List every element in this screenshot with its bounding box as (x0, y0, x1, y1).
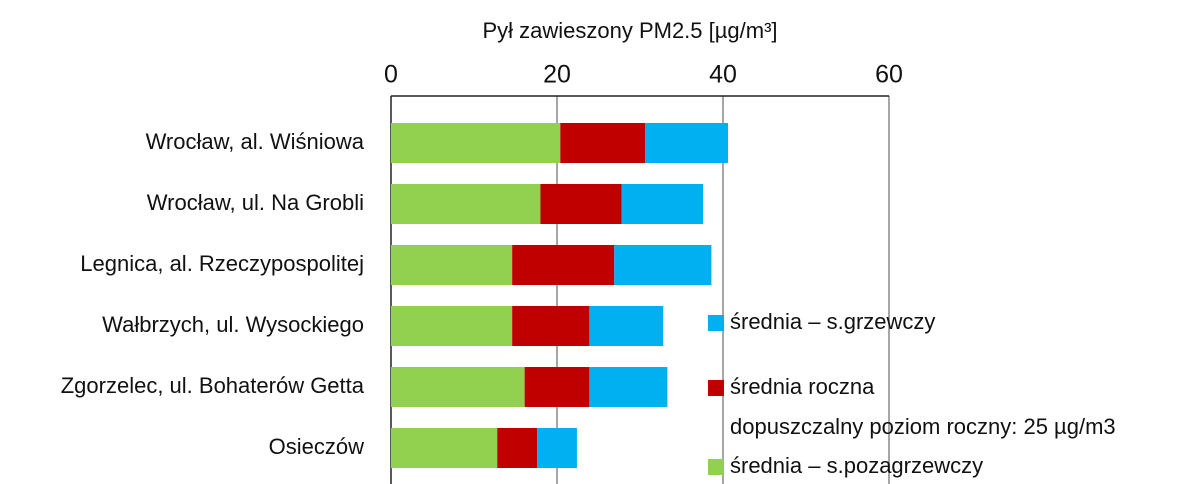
y-tick-label: Zgorzelec, ul. Bohaterów Getta (61, 373, 365, 398)
bar-segment (644, 123, 728, 163)
bar-segment (540, 184, 622, 224)
bar-segment (391, 306, 513, 346)
bar-segment (589, 367, 668, 407)
bar-segment (614, 245, 712, 285)
bar-segment (621, 184, 704, 224)
x-tick-label: 20 (543, 61, 571, 89)
legend-label: średnia roczna (730, 374, 875, 399)
y-tick-label: Legnica, al. Rzeczypospolitej (80, 251, 364, 276)
x-tick-label: 0 (384, 61, 398, 89)
bar-segment (512, 245, 615, 285)
x-tick-label: 60 (875, 61, 903, 89)
legend-label: średnia – s.pozagrzewczy (730, 453, 983, 478)
bar-segment (537, 428, 577, 468)
legend-label: średnia – s.grzewczy (730, 309, 935, 334)
bar-segment (391, 123, 561, 163)
bar-segment (391, 245, 513, 285)
bar-segment (391, 184, 541, 224)
bar-segment (497, 428, 538, 468)
chart-title: Pył zawieszony PM2.5 [µg/m³] (482, 18, 777, 43)
legend-swatch (708, 380, 724, 396)
y-tick-label: Osieczów (269, 434, 364, 459)
bar-segment (524, 367, 590, 407)
annotation: dopuszczalny poziom roczny: 25 µg/m3 (730, 414, 1116, 439)
bar-segment (589, 306, 664, 346)
y-tick-label: Wałbrzych, ul. Wysockiego (102, 312, 364, 337)
bar-segment (512, 306, 590, 346)
bar-segment (391, 367, 525, 407)
y-tick-label: Wrocław, ul. Na Grobli (147, 190, 364, 215)
bar-segment (391, 428, 498, 468)
x-tick-label: 40 (709, 61, 737, 89)
legend-swatch (708, 315, 724, 331)
legend-swatch (708, 459, 724, 475)
y-tick-label: Wrocław, al. Wiśniowa (146, 129, 365, 154)
bar-segment (560, 123, 645, 163)
